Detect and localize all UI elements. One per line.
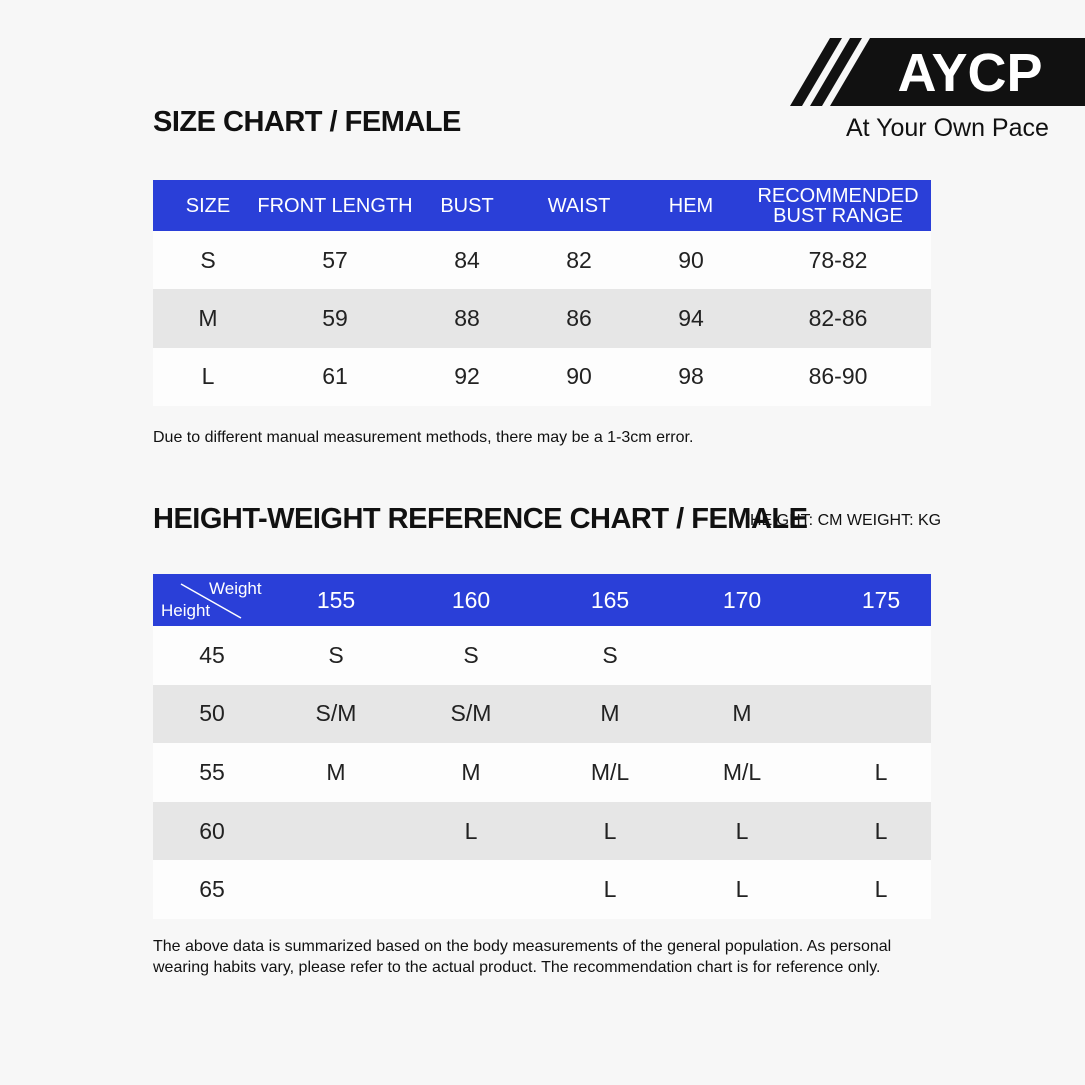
- table-cell: 88: [454, 304, 480, 331]
- size-table: SIZE FRONT LENGTH BUST WAIST HEM RECOMMENDED …: [153, 180, 931, 406]
- table-cell: 86: [566, 304, 592, 331]
- table-cell: S: [200, 246, 216, 273]
- header-cell: FRONT LENGTH: [257, 194, 413, 217]
- table-cell: 61: [322, 363, 348, 390]
- table-row: [153, 860, 931, 919]
- header-row: [153, 574, 931, 626]
- table-cell: 65: [199, 876, 225, 903]
- table-cell: M: [461, 758, 481, 785]
- table-cell: M/L: [722, 758, 762, 785]
- table-cell: 60: [199, 817, 225, 844]
- header-cell: 165: [590, 587, 630, 613]
- table-cell: L: [201, 363, 215, 390]
- reference-chart-title: HEIGHT-WEIGHT REFERENCE CHART / FEMALE: [153, 503, 808, 535]
- table-row: [153, 743, 931, 802]
- table-row: [153, 801, 931, 861]
- table-cell: 78-82: [808, 246, 868, 273]
- header-cell: RECOMMENDED BUST RANGE: [757, 184, 919, 227]
- table-row: [153, 289, 931, 348]
- table-cell: M/L: [590, 758, 630, 785]
- table-cell: S: [328, 641, 344, 668]
- table-cell: L: [603, 876, 617, 903]
- table-cell: 84: [454, 246, 480, 273]
- reference-chart-units: HEIGHT: CM WEIGHT: KG: [750, 512, 942, 529]
- table-cell: 45: [199, 641, 225, 668]
- table-cell: 98: [678, 363, 704, 390]
- corner-diagonal: [180, 583, 242, 619]
- table-cell: L: [874, 817, 888, 844]
- table-cell: 94: [678, 304, 704, 331]
- table-cell: 55: [199, 758, 225, 785]
- logo-tagline: At Your Own Pace: [846, 114, 1049, 142]
- table-cell: S/M: [315, 700, 357, 727]
- logo: AYCP: [790, 38, 1085, 106]
- header-cell: 175: [861, 587, 901, 613]
- table-cell: 50: [199, 700, 225, 727]
- table-cell: L: [874, 758, 888, 785]
- corner-top: Weight: [209, 579, 262, 598]
- table-row: [153, 347, 931, 406]
- table-cell: 59: [322, 304, 348, 331]
- reference-chart-note: The above data is summarized based on th…: [153, 938, 892, 976]
- table-cell: 86-90: [808, 363, 868, 390]
- table-cell: L: [464, 817, 478, 844]
- header-cell: BUST: [440, 194, 494, 217]
- table-cell: 92: [454, 363, 480, 390]
- table-cell: M: [198, 304, 218, 331]
- table-cell: S: [602, 641, 618, 668]
- header-cell: 155: [316, 587, 356, 613]
- table-row: [153, 231, 931, 290]
- header-cell: 170: [722, 587, 762, 613]
- table-row: [153, 626, 931, 685]
- table-cell: M: [732, 700, 752, 727]
- header-cell: HEM: [668, 194, 714, 217]
- header-cell: 160: [451, 587, 491, 613]
- table-row: [153, 684, 931, 744]
- table-cell: L: [735, 817, 749, 844]
- table-cell: L: [603, 817, 617, 844]
- table-cell: L: [874, 876, 888, 903]
- size-chart-title: SIZE CHART / FEMALE: [153, 106, 461, 138]
- header-row: [153, 180, 931, 231]
- table-cell: 82: [566, 246, 592, 273]
- table-cell: 90: [566, 363, 592, 390]
- table-cell: M: [326, 758, 346, 785]
- table-cell: 57: [322, 246, 348, 273]
- corner-bottom: Height: [161, 601, 211, 620]
- table-cell: S/M: [450, 700, 492, 727]
- header-cell: SIZE: [185, 194, 231, 217]
- header-cell: WAIST: [547, 194, 611, 217]
- table-cell: 82-86: [808, 304, 868, 331]
- table-cell: 90: [678, 246, 704, 273]
- size-chart-note: Due to different manual measurement meth…: [153, 429, 694, 446]
- table-cell: M: [600, 700, 620, 727]
- logo-mark: AYCP: [897, 43, 1042, 103]
- reference-table: Weight Height 155 160 165 170 175 45 S S S 50 S/M S/M…: [153, 574, 931, 919]
- table-cell: S: [463, 641, 479, 668]
- table-cell: L: [735, 876, 749, 903]
